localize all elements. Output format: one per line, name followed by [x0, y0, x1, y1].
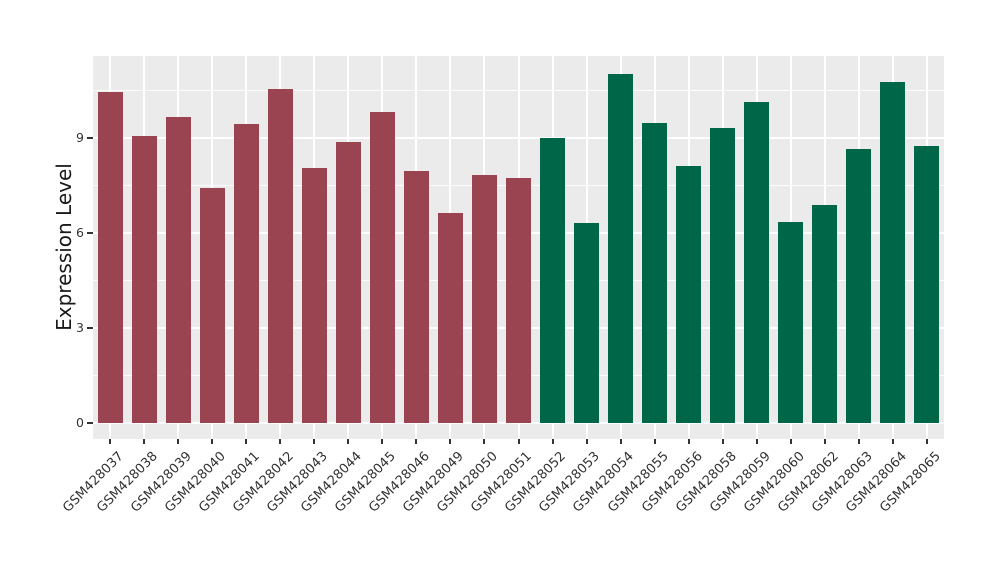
x-tick-mark	[891, 439, 894, 444]
bar-GSM428046	[403, 170, 429, 423]
x-tick-mark	[415, 439, 418, 444]
bar-GSM428059	[744, 102, 770, 423]
bar-GSM428043	[301, 168, 327, 423]
bar-GSM428038	[131, 136, 157, 423]
y-tick-label: 0	[76, 415, 84, 430]
x-tick-mark	[347, 439, 350, 444]
y-tick-mark	[87, 326, 93, 329]
bar-GSM428055	[642, 122, 668, 423]
y-axis-title: Expression Level	[52, 163, 76, 331]
plot-panel	[93, 56, 944, 439]
bar-GSM428045	[369, 112, 395, 423]
bar-GSM428064	[880, 81, 906, 423]
bar-GSM428040	[199, 188, 225, 423]
bar-GSM428056	[676, 166, 702, 423]
x-tick-mark	[279, 439, 282, 444]
y-tick-mark	[87, 231, 93, 234]
x-tick-mark	[109, 439, 112, 444]
x-tick-mark	[721, 439, 724, 444]
bar-GSM428058	[710, 128, 736, 423]
x-tick-mark	[245, 439, 248, 444]
y-tick-label: 3	[76, 319, 84, 335]
bar-GSM428037	[97, 92, 123, 423]
x-tick-mark	[687, 439, 690, 444]
x-tick-mark	[653, 439, 656, 444]
x-tick-mark	[313, 439, 316, 444]
x-tick-mark	[517, 439, 520, 444]
x-tick-mark	[585, 439, 588, 444]
bar-GSM428052	[540, 137, 566, 423]
y-tick-label: 9	[76, 129, 84, 145]
x-tick-mark	[449, 439, 452, 444]
bar-GSM428063	[846, 149, 872, 423]
x-tick-mark	[143, 439, 146, 444]
bar-GSM428065	[914, 145, 940, 423]
y-tick-mark	[87, 422, 93, 424]
x-tick-mark	[925, 439, 928, 444]
bar-GSM428054	[608, 74, 634, 423]
bar-GSM428049	[437, 213, 463, 423]
bar-GSM428060	[778, 221, 804, 423]
x-tick-mark	[483, 439, 486, 444]
bar-GSM428044	[335, 141, 361, 423]
bar-GSM428039	[165, 116, 191, 423]
x-tick-mark	[619, 439, 622, 444]
x-tick-mark	[823, 439, 826, 444]
bar-GSM428050	[471, 175, 497, 423]
x-tick-mark	[789, 439, 792, 444]
x-tick-mark	[381, 439, 384, 444]
y-tick-mark	[87, 136, 93, 139]
bar-GSM428062	[812, 205, 838, 423]
bar-GSM428053	[574, 223, 600, 423]
bar-GSM428051	[506, 178, 531, 423]
y-tick-label: 6	[76, 224, 84, 240]
x-tick-mark	[177, 439, 180, 444]
x-tick-mark	[857, 439, 860, 444]
bar-GSM428042	[267, 88, 293, 423]
bar-GSM428041	[233, 123, 259, 423]
x-tick-mark	[755, 439, 758, 444]
x-tick-mark	[551, 439, 554, 444]
x-tick-mark	[211, 439, 214, 444]
